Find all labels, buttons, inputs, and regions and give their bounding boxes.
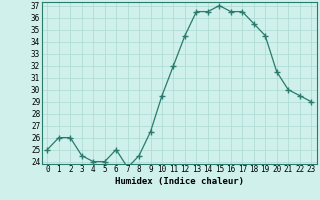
X-axis label: Humidex (Indice chaleur): Humidex (Indice chaleur): [115, 177, 244, 186]
